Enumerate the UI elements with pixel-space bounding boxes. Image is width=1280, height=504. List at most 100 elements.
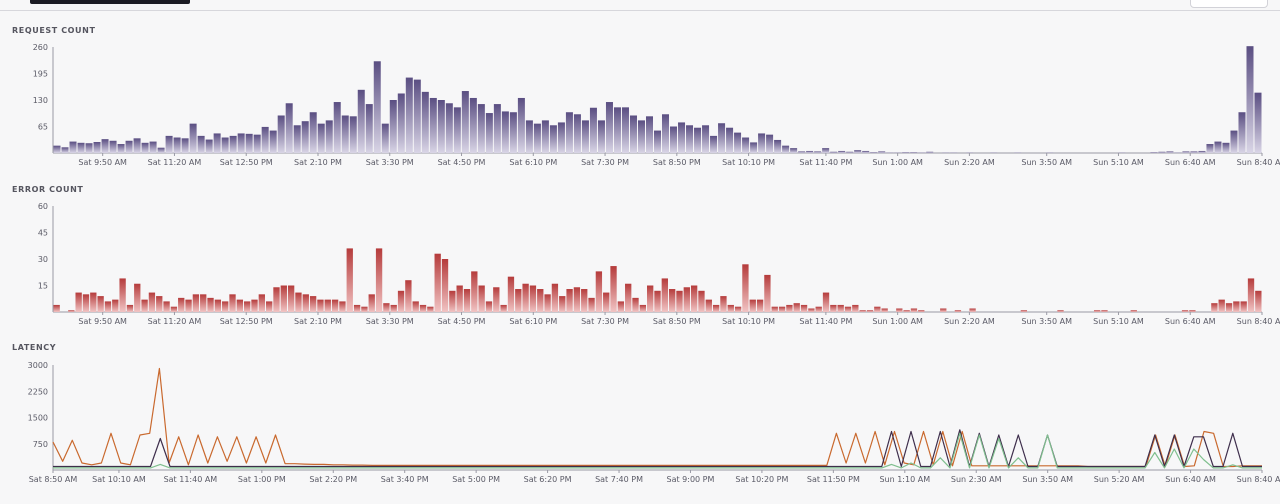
- bar: [902, 152, 910, 153]
- x-tick-label: Sun 3:50 AM: [1022, 475, 1073, 484]
- bar: [533, 123, 541, 153]
- bar: [846, 151, 854, 153]
- bar: [517, 97, 525, 153]
- bar: [734, 132, 742, 153]
- bar: [1238, 112, 1246, 153]
- bar: [229, 294, 236, 312]
- bar: [617, 301, 625, 312]
- bar: [357, 89, 365, 153]
- x-tick-label: Sat 6:10 PM: [509, 158, 557, 167]
- latency-series-line: [52, 367, 1262, 468]
- bar: [573, 287, 581, 312]
- bar: [82, 294, 90, 312]
- bar: [1255, 290, 1262, 312]
- bar: [258, 294, 265, 312]
- bar: [134, 283, 141, 312]
- bar: [1246, 46, 1254, 153]
- x-tick-label: Sat 11:40 PM: [799, 317, 852, 326]
- bar: [478, 285, 485, 312]
- bar: [718, 123, 726, 153]
- bar: [822, 148, 830, 153]
- bar: [544, 294, 551, 312]
- bar: [1230, 130, 1238, 153]
- bar: [265, 301, 273, 312]
- bar: [1166, 151, 1174, 153]
- bar: [670, 126, 678, 153]
- bar: [280, 285, 287, 312]
- bar: [383, 303, 390, 312]
- bar: [750, 142, 758, 153]
- bar: [603, 292, 610, 312]
- bar: [734, 306, 742, 312]
- bar: [926, 151, 934, 153]
- x-tick-label: Sat 6:20 PM: [524, 475, 572, 484]
- bar: [237, 133, 245, 153]
- bar: [1206, 144, 1214, 153]
- time-range-button[interactable]: [1190, 0, 1268, 8]
- bar: [557, 122, 565, 153]
- x-tick-label: Sat 9:50 AM: [78, 158, 127, 167]
- bar: [1093, 310, 1101, 312]
- x-tick-label: Sat 2:20 PM: [309, 475, 357, 484]
- bar: [726, 127, 734, 153]
- bar: [69, 141, 77, 153]
- bar: [181, 138, 189, 153]
- bar: [301, 121, 309, 153]
- bar: [1182, 151, 1190, 153]
- bar: [368, 294, 375, 312]
- bar: [471, 271, 478, 312]
- bar: [213, 133, 221, 153]
- bar: [389, 100, 397, 153]
- bar: [676, 290, 683, 312]
- bar: [207, 297, 214, 312]
- x-tick-label: Sun 2:20 AM: [944, 317, 995, 326]
- bar: [156, 296, 163, 312]
- bar: [493, 104, 501, 153]
- y-tick-label: 15: [38, 282, 48, 291]
- bar: [346, 248, 353, 312]
- x-tick-label: Sun 8:40 AM: [1237, 158, 1280, 167]
- bar: [1020, 310, 1028, 312]
- bar: [1254, 92, 1262, 153]
- bar: [1225, 303, 1233, 312]
- bar: [541, 120, 549, 153]
- page-header-title: [30, 0, 190, 4]
- bar: [727, 304, 734, 312]
- header-divider: [0, 10, 1280, 11]
- x-tick-label: Sun 3:50 AM: [1021, 317, 1072, 326]
- x-tick-label: Sat 12:50 PM: [220, 317, 273, 326]
- latency-series-line: [53, 432, 1262, 469]
- bar: [295, 292, 302, 312]
- error-count-chart: 60 45 30 15 Sat 9:50 AM Sat 11:20 AM Sat 12:50…: [38, 202, 1280, 326]
- bar: [165, 135, 173, 153]
- x-tick-label: Sun 3:50 AM: [1021, 158, 1072, 167]
- x-tick-label: Sat 10:10 PM: [722, 158, 775, 167]
- bar: [969, 308, 976, 312]
- bar: [559, 296, 566, 312]
- y-tick-label: 3000: [28, 361, 48, 370]
- x-tick-label: Sat 5:00 PM: [452, 475, 500, 484]
- bar: [485, 113, 493, 153]
- bar: [551, 283, 559, 312]
- bar: [317, 123, 325, 153]
- bar: [141, 299, 148, 312]
- bar: [793, 303, 800, 312]
- bar: [806, 150, 814, 153]
- bar: [632, 297, 639, 312]
- bar: [589, 107, 597, 153]
- x-tick-label: Sat 7:30 PM: [581, 317, 629, 326]
- bar: [862, 150, 870, 153]
- bar: [522, 283, 529, 312]
- bar: [245, 133, 253, 153]
- y-tick-label: 260: [33, 43, 48, 52]
- bar: [509, 112, 517, 153]
- bar: [1150, 152, 1158, 153]
- x-tick-label: Sat 12:50 PM: [220, 158, 273, 167]
- bar: [170, 306, 178, 312]
- bar: [229, 135, 237, 153]
- bar: [621, 107, 629, 153]
- bar: [507, 276, 515, 312]
- bar: [189, 123, 197, 153]
- bar: [940, 308, 947, 312]
